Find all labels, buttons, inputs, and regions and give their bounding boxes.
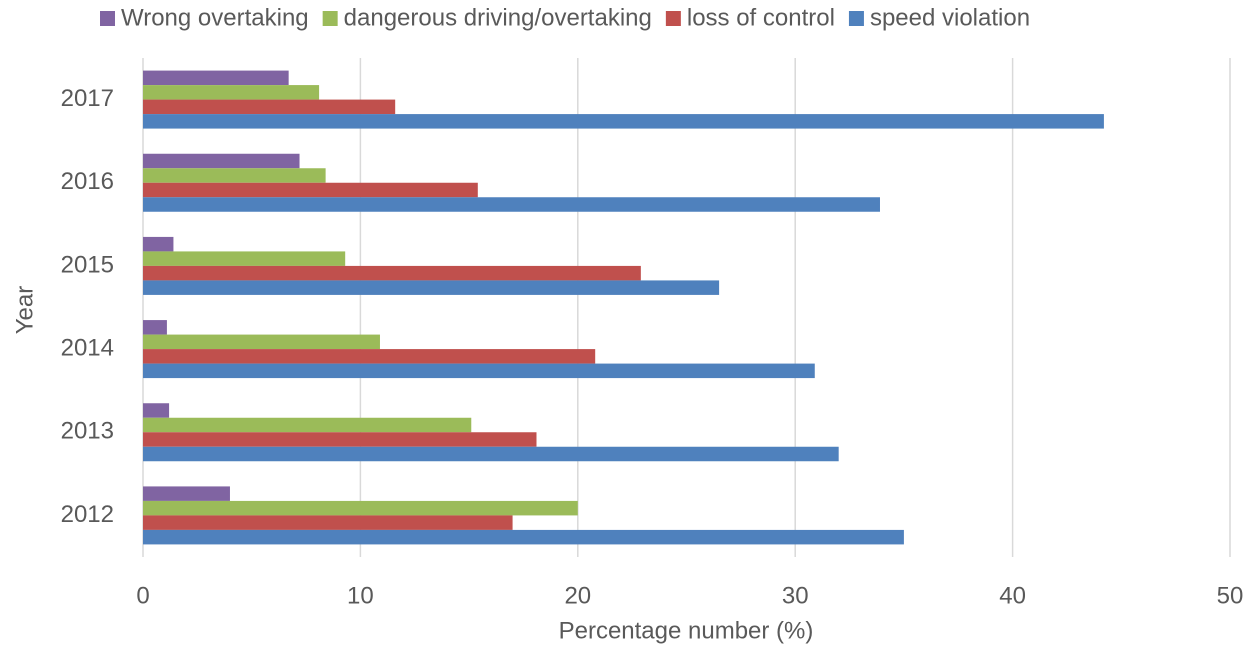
bar [143, 320, 167, 335]
bar [143, 85, 320, 100]
bar [143, 182, 478, 198]
bar [143, 236, 174, 252]
x-tick-label: 50 [1217, 582, 1244, 609]
legend-label: loss of control [687, 4, 835, 31]
bar [143, 334, 380, 350]
bar [143, 114, 1104, 129]
bar [143, 446, 839, 462]
y-axis-label: Year [11, 286, 38, 335]
legend-swatch [848, 11, 864, 26]
x-tick-label: 20 [564, 582, 591, 609]
bar [143, 486, 230, 501]
legend-swatch [665, 11, 681, 26]
bar [143, 280, 720, 295]
bar [143, 251, 346, 266]
bar [143, 500, 578, 516]
y-tick-label: 2014 [61, 334, 114, 361]
bar [143, 515, 513, 530]
x-tick-label: 0 [136, 582, 149, 609]
x-tick-label: 30 [782, 582, 809, 609]
x-axis-label: Percentage number (%) [559, 617, 814, 644]
bar [143, 99, 396, 115]
bar [143, 363, 815, 379]
y-tick-label: 2017 [61, 85, 114, 112]
legend-label: speed violation [870, 4, 1030, 31]
bar [143, 432, 537, 447]
x-tick-label: 10 [347, 582, 374, 609]
bar [143, 168, 326, 183]
legend-swatch [322, 11, 338, 26]
bar [143, 529, 904, 545]
bar [143, 349, 596, 364]
bar [143, 417, 472, 433]
y-tick-label: 2015 [61, 251, 114, 278]
bar [143, 70, 289, 86]
x-tick-label: 40 [999, 582, 1026, 609]
y-tick-label: 2016 [61, 168, 114, 195]
legend-label: Wrong overtaking [121, 4, 309, 31]
bar [143, 197, 880, 212]
bar [143, 153, 300, 169]
bar [143, 403, 170, 418]
legend-swatch [100, 11, 115, 26]
legend-label: dangerous driving/overtaking [344, 4, 652, 31]
bar [143, 265, 641, 281]
y-tick-label: 2013 [61, 418, 114, 445]
y-tick-label: 2012 [61, 501, 114, 528]
